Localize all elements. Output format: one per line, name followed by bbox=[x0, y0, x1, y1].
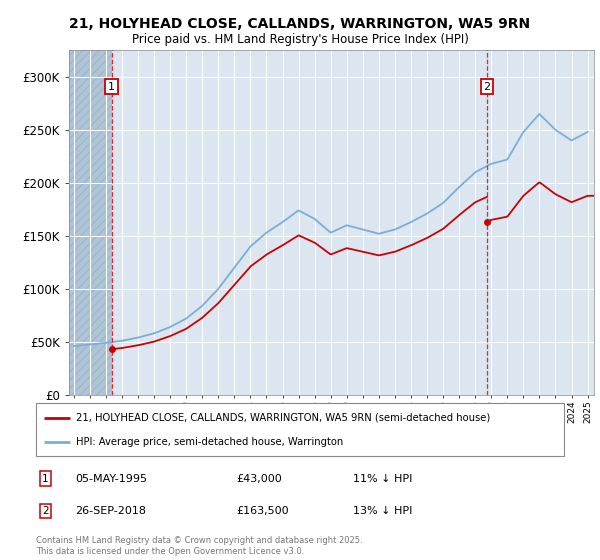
Text: 2: 2 bbox=[42, 506, 49, 516]
Text: 13% ↓ HPI: 13% ↓ HPI bbox=[353, 506, 412, 516]
Text: 21, HOLYHEAD CLOSE, CALLANDS, WARRINGTON, WA5 9RN (semi-detached house): 21, HOLYHEAD CLOSE, CALLANDS, WARRINGTON… bbox=[76, 413, 490, 423]
Text: 21, HOLYHEAD CLOSE, CALLANDS, WARRINGTON, WA5 9RN: 21, HOLYHEAD CLOSE, CALLANDS, WARRINGTON… bbox=[70, 16, 530, 30]
Text: £163,500: £163,500 bbox=[236, 506, 289, 516]
Text: 1: 1 bbox=[42, 474, 49, 484]
Text: 1: 1 bbox=[108, 82, 115, 92]
Text: 11% ↓ HPI: 11% ↓ HPI bbox=[353, 474, 412, 484]
Text: Contains HM Land Registry data © Crown copyright and database right 2025.
This d: Contains HM Land Registry data © Crown c… bbox=[36, 536, 362, 556]
Text: 2: 2 bbox=[484, 82, 491, 92]
Text: £43,000: £43,000 bbox=[236, 474, 283, 484]
Text: 05-MAY-1995: 05-MAY-1995 bbox=[76, 474, 148, 484]
Bar bbox=[69, 50, 112, 395]
Text: 26-SEP-2018: 26-SEP-2018 bbox=[76, 506, 146, 516]
Text: Price paid vs. HM Land Registry's House Price Index (HPI): Price paid vs. HM Land Registry's House … bbox=[131, 32, 469, 46]
Text: HPI: Average price, semi-detached house, Warrington: HPI: Average price, semi-detached house,… bbox=[76, 437, 343, 447]
